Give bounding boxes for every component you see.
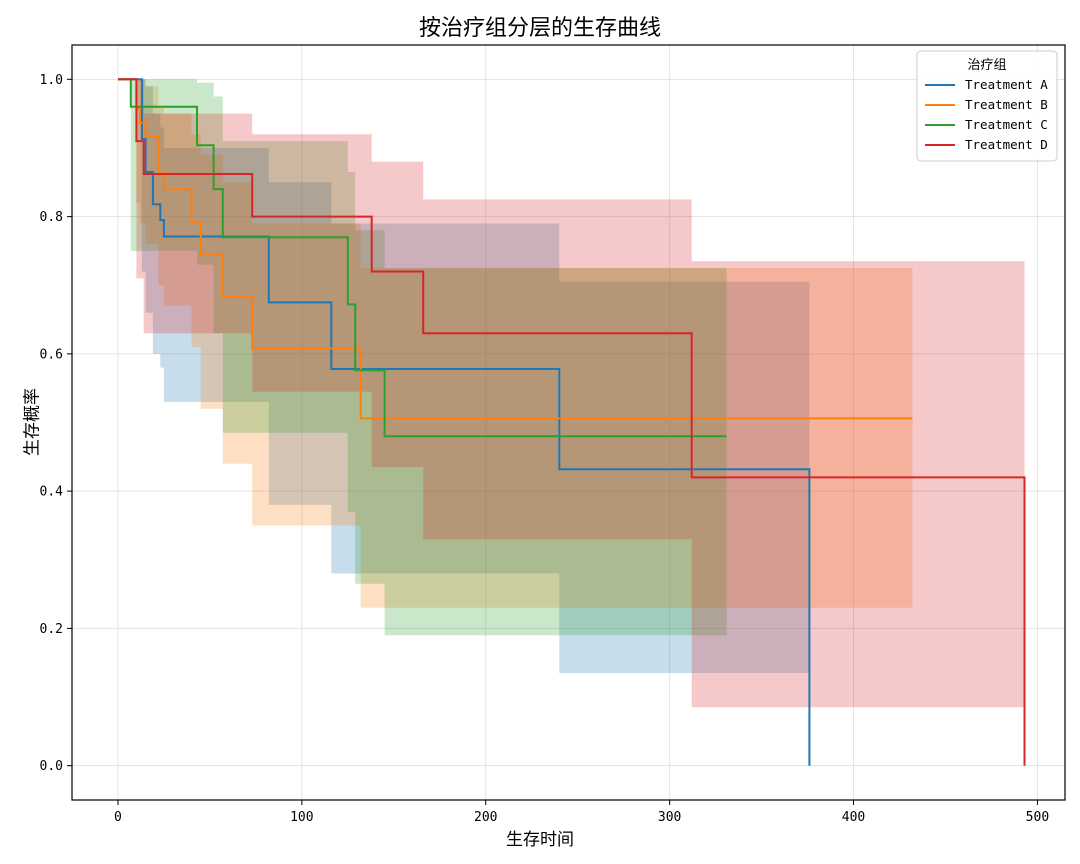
y-tick-label: 0.4 [40, 485, 64, 500]
x-tick-label: 0 [114, 810, 122, 825]
legend-label: Treatment B [965, 97, 1048, 112]
x-tick-label: 100 [290, 810, 313, 825]
legend-label: Treatment D [965, 137, 1048, 152]
ci-band-treatment-a [118, 79, 810, 766]
x-tick-label: 200 [474, 810, 497, 825]
y-tick-label: 0.8 [40, 210, 63, 225]
x-tick-label: 500 [1026, 810, 1049, 825]
axes-frame [71, 44, 1066, 801]
survival-line-treatment-b [118, 78, 913, 420]
y-axis-label: 生存概率 [22, 388, 43, 456]
legend-label: Treatment A [965, 77, 1048, 92]
x-tick-label: 400 [842, 810, 865, 825]
legend-box [916, 50, 1058, 162]
x-tick-label: 300 [658, 810, 681, 825]
legend-label: Treatment C [965, 117, 1048, 132]
y-tick-label: 0.0 [40, 759, 63, 774]
legend-title: 治疗组 [967, 58, 1006, 73]
y-tick-label: 1.0 [40, 73, 63, 88]
y-tick-label: 0.6 [40, 347, 63, 362]
survival-line-treatment-a [118, 78, 811, 766]
ci-band-treatment-b [118, 79, 913, 608]
legend: 治疗组 Treatment A Treatment B Treatment C Trea… [916, 50, 1058, 162]
ci-band-treatment-c [118, 79, 727, 636]
chart-title: 按治疗组分层的生存曲线 [418, 16, 661, 41]
survival-line-treatment-d [118, 78, 1026, 766]
y-tick-label: 0.2 [40, 622, 63, 637]
survival-line-treatment-c [118, 78, 727, 438]
ci-band-treatment-d [118, 79, 1025, 766]
x-axis-label: 生存时间 [506, 830, 574, 850]
